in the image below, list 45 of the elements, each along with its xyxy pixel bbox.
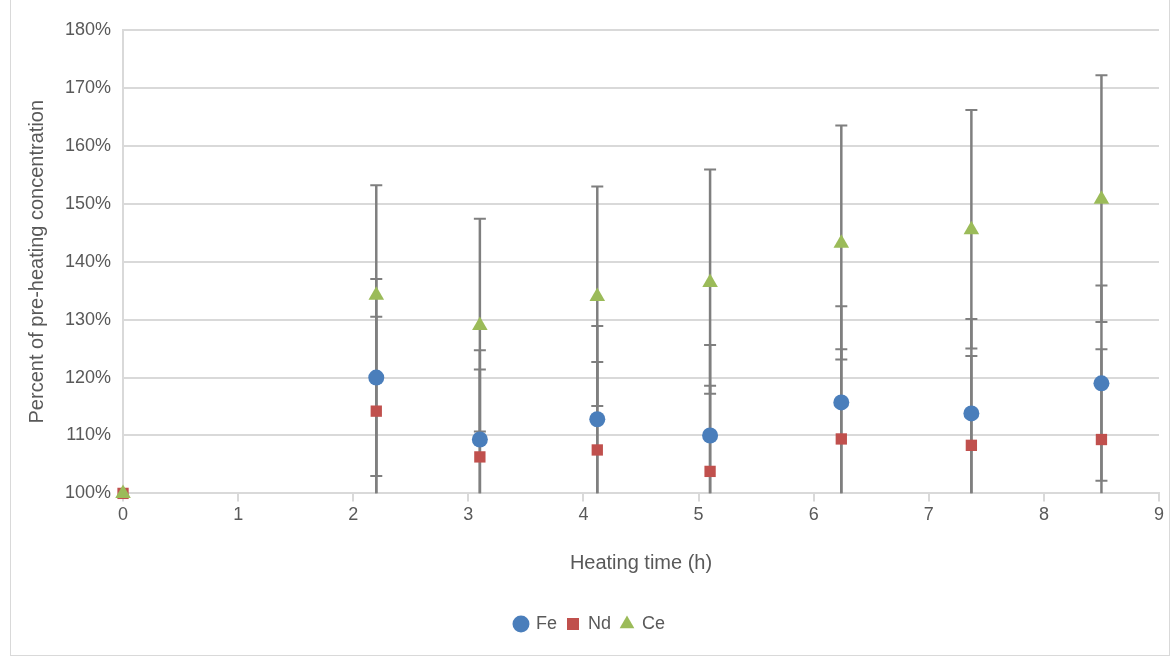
point <box>589 411 606 428</box>
point <box>1093 375 1110 392</box>
x-tick-label: 0 <box>118 504 129 525</box>
x-tick-label: 5 <box>693 504 704 525</box>
legend-label: Nd <box>587 612 612 633</box>
point <box>472 316 488 330</box>
point <box>702 273 718 288</box>
x-axis-title: Heating time (h) <box>569 550 713 573</box>
point <box>702 427 719 444</box>
point <box>370 405 382 417</box>
x-tick-label: 9 <box>1153 504 1165 525</box>
x-tick-label: 3 <box>463 504 474 525</box>
y-tick-label: 120% <box>64 366 112 387</box>
point <box>1095 433 1108 446</box>
y-tick-label: 150% <box>64 192 112 213</box>
point <box>1093 190 1110 204</box>
point <box>833 394 850 411</box>
point <box>963 220 980 235</box>
y-tick-label: 140% <box>64 250 112 271</box>
y-tick-label: 160% <box>64 134 112 155</box>
legend-label: Ce <box>642 612 666 633</box>
point <box>591 444 603 456</box>
y-tick-label: 180% <box>64 18 112 39</box>
point <box>368 369 385 386</box>
x-tick-label: 4 <box>578 504 589 525</box>
y-tick-label: 100% <box>64 482 112 503</box>
point <box>474 451 486 463</box>
legend-label: Fe <box>535 612 557 633</box>
point <box>833 234 850 248</box>
x-tick-label: 8 <box>1038 504 1049 525</box>
y-tick-label: 110% <box>66 424 112 445</box>
x-tick-label: 2 <box>348 504 359 525</box>
x-tick-label: 6 <box>808 504 819 525</box>
y-tick-label: 130% <box>64 308 112 329</box>
point <box>368 286 385 300</box>
point <box>835 433 847 445</box>
point <box>589 287 606 301</box>
point <box>704 465 716 478</box>
x-tick-label: 1 <box>233 504 244 525</box>
point <box>963 405 980 422</box>
x-tick-label: 7 <box>923 504 934 525</box>
y-tick-label: 170% <box>64 76 112 97</box>
y-axis-title: Percent of pre-heating concentration <box>24 99 47 424</box>
point <box>471 431 488 448</box>
point <box>965 439 978 451</box>
